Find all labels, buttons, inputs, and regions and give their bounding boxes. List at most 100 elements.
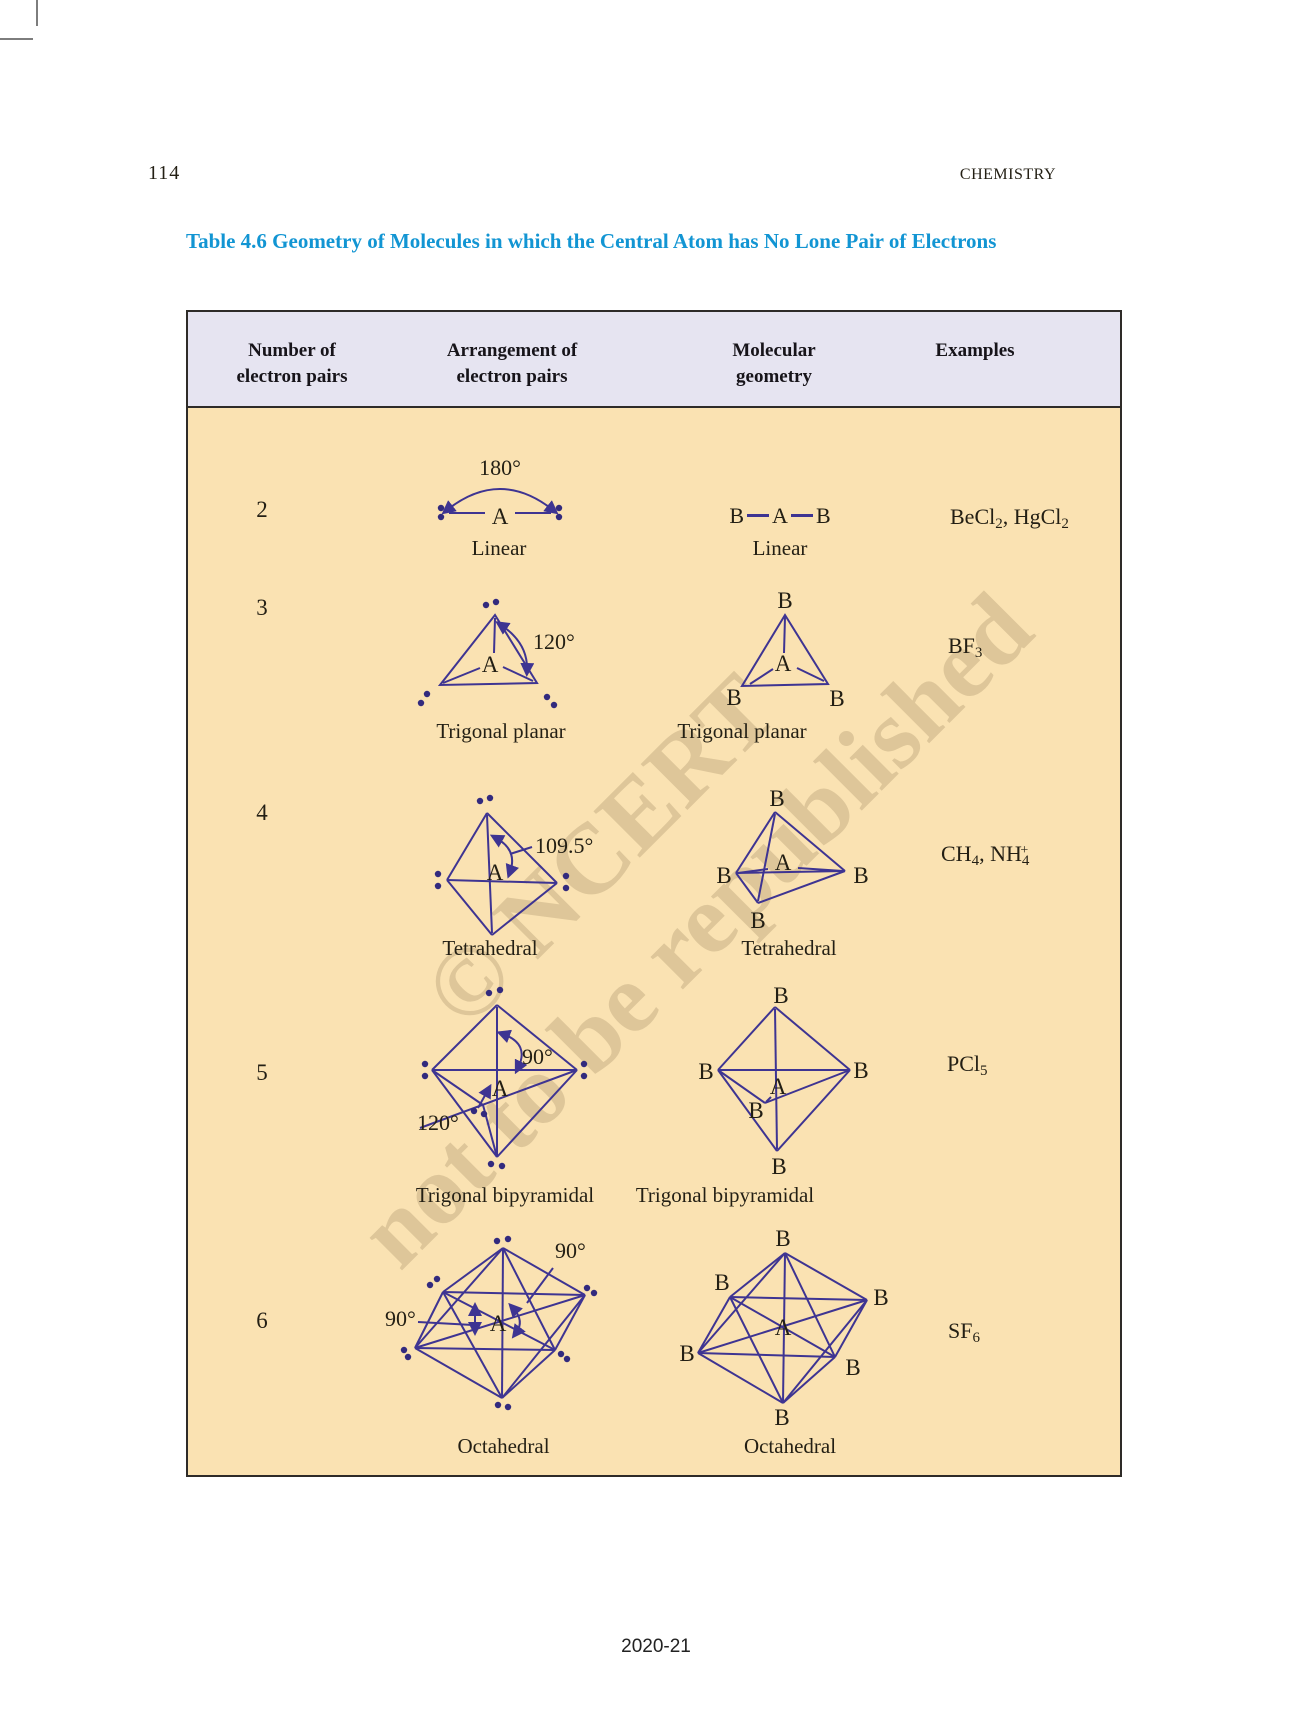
running-head: CHEMISTRY — [959, 166, 1056, 183]
lone-pair-dot — [404, 1353, 412, 1361]
lone-pair-dot — [498, 1162, 506, 1170]
tetrahedral-arrangement-diagram: 109.5° A — [434, 794, 593, 936]
edge — [442, 1291, 586, 1296]
outer-atom-label: B — [698, 1059, 713, 1084]
geometry-table: Number of electron pairs Arrangement of … — [186, 310, 1122, 1477]
central-atom-label: A — [775, 651, 792, 676]
outer-atom-label: B — [748, 1098, 763, 1123]
lone-pair-dot — [480, 1110, 488, 1118]
outer-atom-label: B — [716, 863, 731, 888]
lone-pair-dot — [557, 1350, 565, 1358]
lone-pair-dot — [437, 504, 445, 512]
edge — [697, 1252, 786, 1354]
lone-pair-dot — [493, 1237, 501, 1245]
central-atom-label: A — [490, 1311, 507, 1336]
lone-pair-dot — [421, 1060, 429, 1068]
lone-pair-dot — [563, 1355, 571, 1363]
outer-atom-label: B — [853, 1058, 868, 1083]
edge — [431, 1069, 484, 1106]
edge — [774, 811, 846, 872]
central-atom-label: A — [492, 504, 509, 529]
lone-pair-dot — [555, 504, 563, 512]
edge — [717, 1006, 776, 1071]
example-formula: CH4, NH4+ — [941, 841, 1030, 869]
electron-pairs-count: 4 — [256, 800, 268, 825]
edge — [501, 1349, 556, 1399]
angle-leader-line — [526, 1267, 554, 1304]
electron-pairs-count: 5 — [256, 1060, 268, 1085]
central-atom-label: A — [772, 503, 788, 528]
lone-pair-dot — [487, 1160, 495, 1168]
angle-label: 120° — [417, 1110, 459, 1135]
lone-pair-dot — [433, 1275, 441, 1283]
angle-arc — [496, 1029, 528, 1075]
edge — [735, 811, 776, 874]
angle-label: 180° — [479, 455, 521, 480]
edge — [431, 1004, 498, 1071]
lone-pair-dot — [543, 693, 551, 701]
lone-pair-dot — [562, 872, 570, 880]
edge — [442, 1247, 504, 1293]
angle-label: 90° — [522, 1044, 553, 1069]
lone-pair-dot — [421, 1072, 429, 1080]
central-atom-label: A — [775, 850, 792, 875]
trigonal-planar-arrangement-diagram: 120° A — [417, 598, 575, 709]
angle-label: 90° — [385, 1306, 416, 1331]
edge — [496, 1069, 578, 1158]
edge — [717, 1069, 766, 1104]
header-molecular-geometry: Molecular geometry — [732, 340, 816, 387]
electron-pairs-count: 6 — [256, 1308, 268, 1333]
lone-pair-dot — [486, 794, 494, 802]
lone-pair-dot — [470, 1107, 478, 1115]
arrangement-caption: Trigonal planar — [436, 719, 566, 743]
central-atom-label: A — [775, 1315, 792, 1340]
lone-pair-dot — [590, 1289, 598, 1297]
central-atom-label: A — [487, 860, 504, 885]
angle-label: 90° — [555, 1238, 586, 1263]
lone-pair-dot — [562, 884, 570, 892]
outer-atom-label: B — [845, 1355, 860, 1380]
edge — [774, 1006, 851, 1071]
lone-pair-dot — [485, 989, 493, 997]
lone-pair-dot — [423, 690, 431, 698]
angle-leader-line — [509, 846, 533, 855]
edge — [414, 1294, 586, 1349]
edge — [697, 1352, 836, 1358]
example-formula: BF3 — [948, 633, 983, 661]
edge — [414, 1347, 503, 1399]
lone-pair-dot — [434, 882, 442, 890]
electron-pairs-count: 2 — [256, 497, 268, 522]
lone-pair-dot — [583, 1284, 591, 1292]
outer-atom-label: B — [773, 983, 788, 1008]
octahedral-molecular-diagram: B B B B B B A — [679, 1226, 888, 1430]
edge — [419, 1069, 578, 1129]
lone-pair-dot — [437, 513, 445, 521]
edge — [776, 1069, 851, 1152]
lone-pair-dot — [426, 1281, 434, 1289]
outer-atom-label: B — [774, 1405, 789, 1430]
bond — [757, 813, 776, 902]
molecular-caption: Linear — [752, 536, 808, 560]
edge — [729, 1296, 784, 1404]
angle-arrow — [477, 1083, 492, 1109]
bond — [493, 617, 496, 654]
outer-atom-label: B — [829, 686, 844, 711]
page-number: 114 — [148, 162, 181, 184]
outer-atom-label: B — [729, 503, 745, 528]
bond — [442, 667, 481, 684]
edge — [735, 870, 846, 874]
edge — [717, 1069, 778, 1152]
edge — [782, 1356, 836, 1404]
header-arrangement-of-electron-pairs: Arrangement of electron pairs — [446, 340, 578, 387]
angle-arc — [441, 488, 559, 515]
arrangement-caption: Linear — [471, 536, 527, 560]
edge — [414, 1247, 504, 1349]
lone-pair-dot — [476, 797, 484, 805]
edge — [502, 1247, 586, 1296]
lone-pair-dot — [417, 699, 425, 707]
lone-pair-dot — [580, 1072, 588, 1080]
arrangement-caption: Tetrahedral — [442, 936, 538, 960]
edge — [446, 879, 558, 884]
crop-mark-vertical — [36, 0, 38, 26]
header-number-of-electron-pairs: Number of electron pairs — [236, 340, 348, 387]
